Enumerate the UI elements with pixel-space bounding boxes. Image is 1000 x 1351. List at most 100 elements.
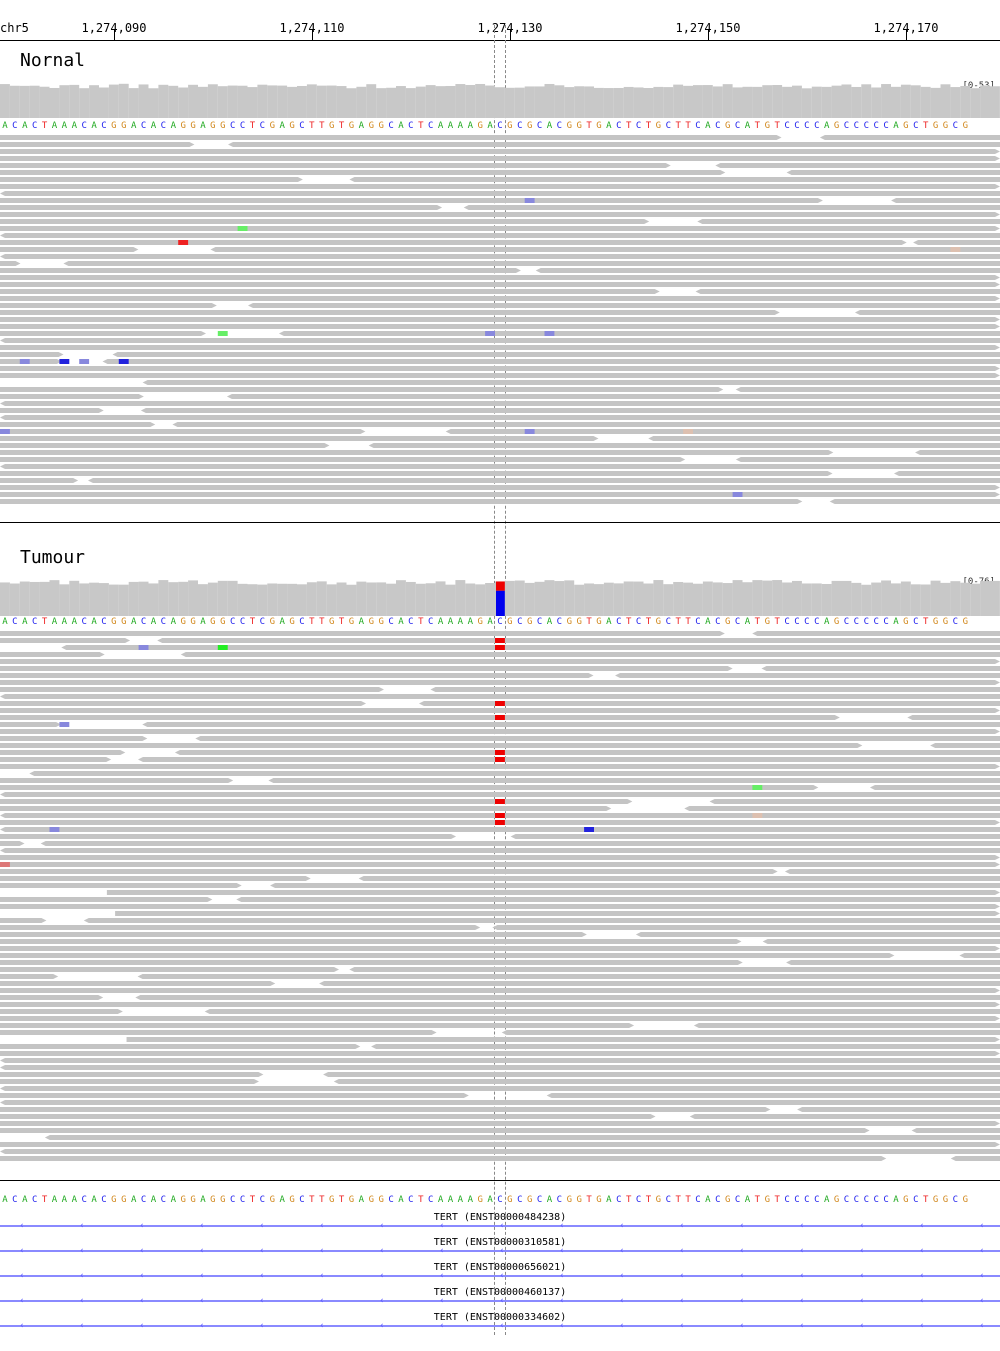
aligned-read[interactable]	[0, 436, 599, 441]
aligned-read[interactable]	[0, 995, 104, 1000]
aligned-read[interactable]	[786, 170, 1000, 175]
variant-base-t[interactable]	[495, 645, 505, 650]
aligned-read[interactable]	[911, 1128, 1000, 1133]
aligned-read[interactable]	[0, 932, 587, 937]
aligned-read[interactable]	[0, 827, 1000, 832]
aligned-read[interactable]	[0, 1072, 264, 1077]
aligned-read[interactable]	[61, 645, 1000, 650]
aligned-read[interactable]	[0, 981, 276, 986]
aligned-read[interactable]	[0, 478, 79, 483]
aligned-read[interactable]	[0, 848, 1000, 853]
aligned-read[interactable]	[913, 240, 1000, 245]
variant-base-t[interactable]	[495, 701, 505, 706]
aligned-read[interactable]	[0, 925, 481, 930]
aligned-read[interactable]	[0, 834, 457, 839]
aligned-read[interactable]	[0, 303, 217, 308]
aligned-read[interactable]	[915, 450, 1000, 455]
aligned-read[interactable]	[0, 212, 1000, 217]
aligned-read[interactable]	[0, 275, 1000, 280]
aligned-read[interactable]	[0, 960, 743, 965]
aligned-read[interactable]	[715, 163, 1000, 168]
aligned-read[interactable]	[0, 219, 650, 224]
aligned-read[interactable]	[0, 331, 207, 336]
aligned-read[interactable]	[0, 743, 863, 748]
aligned-read[interactable]	[0, 135, 782, 140]
mismatch-base[interactable]	[584, 827, 594, 832]
track-divider[interactable]	[0, 522, 1000, 523]
aligned-read[interactable]	[83, 918, 1000, 923]
aligned-read[interactable]	[371, 1044, 1000, 1049]
aligned-read[interactable]	[0, 659, 1000, 664]
aligned-read[interactable]	[0, 499, 803, 504]
aligned-read[interactable]	[0, 170, 726, 175]
aligned-read[interactable]	[761, 666, 1000, 671]
variant-base-t[interactable]	[495, 799, 505, 804]
aligned-read[interactable]	[0, 422, 156, 427]
aligned-read[interactable]	[142, 380, 1000, 385]
aligned-read[interactable]	[501, 1030, 1000, 1035]
gene-feature[interactable]: TERT (ENST00000656021) ‹ ‹ ‹ ‹ ‹ ‹ ‹ ‹ ‹ ‹ ‹ ‹ ‹ ‹ ‹ ‹ ‹	[0, 1262, 1000, 1287]
aligned-read[interactable]	[137, 974, 1000, 979]
aligned-read[interactable]	[635, 932, 1000, 937]
aligned-read[interactable]	[0, 946, 1000, 951]
aligned-read[interactable]	[0, 198, 823, 203]
aligned-read[interactable]	[0, 394, 144, 399]
mismatch-base[interactable]	[524, 429, 535, 434]
aligned-read[interactable]	[172, 422, 1000, 427]
aligned-read[interactable]	[0, 939, 742, 944]
aligned-read[interactable]	[784, 869, 1000, 874]
aligned-read[interactable]	[0, 345, 1000, 350]
aligned-read[interactable]	[0, 408, 104, 413]
aligned-read[interactable]	[0, 680, 1000, 685]
aligned-read[interactable]	[695, 289, 1000, 294]
aligned-read[interactable]	[0, 205, 443, 210]
aligned-read[interactable]	[959, 953, 1000, 958]
aligned-read[interactable]	[546, 1093, 1000, 1098]
aligned-read[interactable]	[0, 240, 907, 245]
aligned-read[interactable]	[693, 1023, 1000, 1028]
aligned-read[interactable]	[0, 974, 59, 979]
aligned-read[interactable]	[735, 457, 1000, 462]
aligned-read[interactable]	[0, 729, 1000, 734]
mismatch-base[interactable]	[752, 785, 763, 790]
aligned-read[interactable]	[349, 967, 1000, 972]
aligned-read[interactable]	[0, 897, 213, 902]
aligned-read[interactable]	[0, 806, 612, 811]
aligned-read[interactable]	[463, 205, 1000, 210]
aligned-read[interactable]	[40, 841, 1000, 846]
aligned-read[interactable]	[0, 492, 1000, 497]
aligned-read[interactable]	[0, 1121, 1000, 1126]
aligned-read[interactable]	[0, 429, 366, 434]
aligned-read[interactable]	[689, 1114, 1000, 1119]
mismatch-base[interactable]	[237, 226, 248, 231]
mismatch-base[interactable]	[752, 813, 763, 818]
mismatch-base[interactable]	[524, 198, 535, 203]
aligned-read[interactable]	[684, 806, 1000, 811]
aligned-read[interactable]	[174, 750, 1000, 755]
aligned-read[interactable]	[115, 911, 1000, 916]
aligned-read[interactable]	[0, 142, 195, 147]
aligned-read[interactable]	[0, 918, 47, 923]
aligned-read[interactable]	[0, 184, 1000, 189]
aligned-read[interactable]	[891, 198, 1000, 203]
variant-base-t[interactable]	[495, 750, 505, 755]
aligned-read[interactable]	[0, 464, 1000, 469]
aligned-read[interactable]	[0, 1044, 361, 1049]
aligned-read[interactable]	[0, 485, 1000, 490]
aligned-read[interactable]	[0, 1086, 1000, 1091]
aligned-read[interactable]	[0, 373, 1000, 378]
variant-base-t[interactable]	[495, 638, 505, 643]
aligned-read[interactable]	[333, 1079, 1000, 1084]
aligned-read[interactable]	[829, 499, 1000, 504]
aligned-read[interactable]	[0, 149, 1000, 154]
gene-feature[interactable]: TERT (ENST00000334602) ‹ ‹ ‹ ‹ ‹ ‹ ‹ ‹ ‹ ‹ ‹ ‹ ‹ ‹ ‹ ‹ ‹	[0, 1312, 1000, 1337]
aligned-read[interactable]	[752, 631, 1000, 636]
aligned-read[interactable]	[228, 142, 1000, 147]
aligned-read[interactable]	[142, 722, 1000, 727]
gene-feature[interactable]: TERT (ENST00000460137) ‹ ‹ ‹ ‹ ‹ ‹ ‹ ‹ ‹ ‹ ‹ ‹ ‹ ‹ ‹ ‹ ‹	[0, 1287, 1000, 1312]
aligned-read[interactable]	[0, 268, 521, 273]
aligned-read[interactable]	[112, 352, 1000, 357]
mismatch-base[interactable]	[79, 359, 90, 364]
aligned-read[interactable]	[0, 1002, 1000, 1007]
aligned-read[interactable]	[0, 1156, 887, 1161]
